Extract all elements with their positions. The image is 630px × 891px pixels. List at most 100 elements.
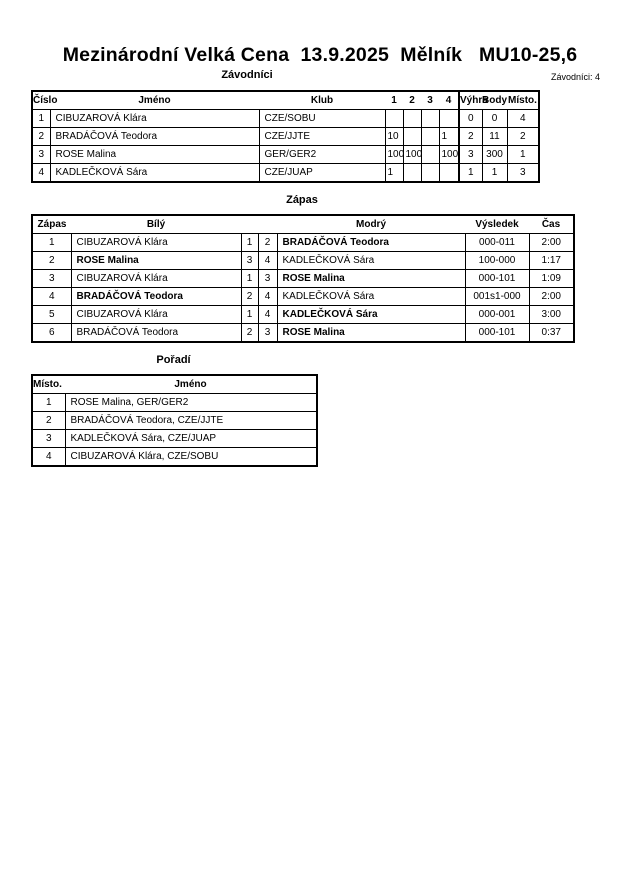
- col-header: Místo.: [508, 95, 537, 106]
- place: 2: [506, 127, 540, 146]
- match-time: 3:00: [528, 305, 575, 324]
- competitor-club: GER/GER2: [258, 145, 386, 164]
- col-header: 2: [409, 95, 415, 106]
- competitor-name: KADLEČKOVÁ Sára: [49, 163, 260, 183]
- competitors-heading: Závodníci: [221, 69, 273, 81]
- score-vs-s2: [402, 163, 422, 183]
- competitor-number: 3: [31, 145, 51, 164]
- score-vs-s4: 1: [438, 127, 460, 146]
- table-row: 4 BRADÁČOVÁ Teodora 2 4 KADLEČKOVÁ Sára 001s1…: [31, 287, 575, 306]
- match-time: 0:37: [528, 323, 575, 343]
- white-competitor: ROSE Malina: [70, 251, 242, 270]
- blue-number: 3: [257, 323, 278, 343]
- score-vs-s1: 100: [384, 145, 404, 164]
- competitor-club: CZE/JUAP: [258, 163, 386, 183]
- match-time: 2:00: [528, 287, 575, 306]
- col-header: Klub: [310, 95, 334, 106]
- col-header: Jméno: [174, 379, 207, 390]
- table-row: 1 CIBUZAROVÁ Klára 1 2 BRADÁČOVÁ Teodora 000-…: [31, 233, 575, 252]
- ranking-heading: Pořadí: [156, 354, 191, 366]
- wins: 1: [458, 163, 483, 183]
- competitors-count: Závodníci: 4: [550, 72, 600, 82]
- blue-number: 4: [257, 251, 278, 270]
- rank-place: 2: [31, 411, 66, 430]
- match-result: 000-101: [464, 323, 530, 343]
- white-number: 2: [240, 323, 259, 343]
- score-vs-s4: [438, 109, 460, 128]
- page-title: Mezinárodní Velká Cena 13.9.2025 Mělník …: [62, 44, 578, 66]
- match-number: 3: [31, 269, 72, 288]
- rank-place: 3: [31, 429, 66, 448]
- col-header: 4: [445, 95, 452, 106]
- competitor-number: 4: [31, 163, 51, 183]
- match-result: 000-101: [464, 269, 530, 288]
- rank-name: ROSE Malina, GER/GER2: [64, 393, 318, 412]
- matches-heading: Zápas: [286, 194, 318, 206]
- col-header: Bílý: [146, 219, 166, 230]
- score-vs-s3: [420, 127, 440, 146]
- competitor-name: BRADÁČOVÁ Teodora: [49, 127, 260, 146]
- score-vs-s4: 100: [438, 145, 460, 164]
- match-number: 6: [31, 323, 72, 343]
- blue-competitor: KADLEČKOVÁ Sára: [276, 251, 466, 270]
- match-time: 2:00: [528, 233, 575, 252]
- col-header: Body: [482, 95, 507, 106]
- wins: 3: [458, 145, 483, 164]
- white-number: 1: [240, 269, 259, 288]
- blue-competitor: BRADÁČOVÁ Teodora: [276, 233, 466, 252]
- white-competitor: CIBUZAROVÁ Klára: [70, 305, 242, 324]
- match-result: 000-011: [464, 233, 530, 252]
- col-header: Jméno: [138, 95, 171, 106]
- match-number: 5: [31, 305, 72, 324]
- blue-number: 2: [257, 233, 278, 252]
- table-row: 4 KADLEČKOVÁ Sára CZE/JUAP 1 1 1 3: [31, 163, 540, 183]
- white-competitor: BRADÁČOVÁ Teodora: [70, 287, 242, 306]
- table-row: 2 ROSE Malina 3 4 KADLEČKOVÁ Sára 100-000 1:17: [31, 251, 575, 270]
- score-vs-s3: [420, 145, 440, 164]
- points: 300: [481, 145, 508, 164]
- match-number: 1: [31, 233, 72, 252]
- table-row: 3 ROSE Malina GER/GER2 100 100 100 3 300 1: [31, 145, 540, 164]
- white-number: 1: [240, 305, 259, 324]
- score-vs-s2: [402, 109, 422, 128]
- col-header: Číslo: [33, 95, 58, 106]
- points: 11: [481, 127, 508, 146]
- place: 3: [506, 163, 540, 183]
- blue-number: 4: [257, 287, 278, 306]
- place: 1: [506, 145, 540, 164]
- col-header: Modrý: [356, 219, 386, 230]
- score-vs-s3: [420, 109, 440, 128]
- blue-competitor: ROSE Malina: [276, 323, 466, 343]
- match-result: 100-000: [464, 251, 530, 270]
- col-header: 1: [391, 95, 397, 106]
- matches-table: Zápas Bílý Modrý Výsledek Čas 1 CIBUZAROV…: [31, 214, 575, 343]
- col-header: 3: [427, 95, 433, 106]
- blue-number: 4: [257, 305, 278, 324]
- col-header: Výhra: [458, 91, 488, 110]
- table-row: 2 BRADÁČOVÁ Teodora, CZE/JJTE: [31, 411, 318, 430]
- white-competitor: CIBUZAROVÁ Klára: [70, 269, 242, 288]
- ranking-table: Místo. Jméno 1 ROSE Malina, GER/GER2 2 BRAD…: [31, 374, 318, 467]
- match-number: 4: [31, 287, 72, 306]
- points: 1: [481, 163, 508, 183]
- match-result: 001s1-000: [464, 287, 530, 306]
- blue-number: 3: [257, 269, 278, 288]
- match-time: 1:17: [528, 251, 575, 270]
- wins: 0: [458, 109, 483, 128]
- blue-competitor: KADLEČKOVÁ Sára: [276, 287, 466, 306]
- competitor-club: CZE/JJTE: [258, 127, 386, 146]
- competitor-number: 1: [31, 109, 51, 128]
- score-vs-s1: 10: [384, 127, 404, 146]
- rank-name: KADLEČKOVÁ Sára, CZE/JUAP: [64, 429, 318, 448]
- competitor-name: ROSE Malina: [49, 145, 260, 164]
- score-vs-s2: 100: [402, 145, 422, 164]
- rank-place: 1: [31, 393, 66, 412]
- score-vs-s1: [384, 109, 404, 128]
- col-header: Místo.: [33, 379, 62, 390]
- table-row: 6 BRADÁČOVÁ Teodora 2 3 ROSE Malina 000-101 0:…: [31, 323, 575, 343]
- competitor-number: 2: [31, 127, 51, 146]
- table-row: 3 KADLEČKOVÁ Sára, CZE/JUAP: [31, 429, 318, 448]
- match-number: 2: [31, 251, 72, 270]
- white-competitor: CIBUZAROVÁ Klára: [70, 233, 242, 252]
- competitor-name: CIBUZAROVÁ Klára: [49, 109, 260, 128]
